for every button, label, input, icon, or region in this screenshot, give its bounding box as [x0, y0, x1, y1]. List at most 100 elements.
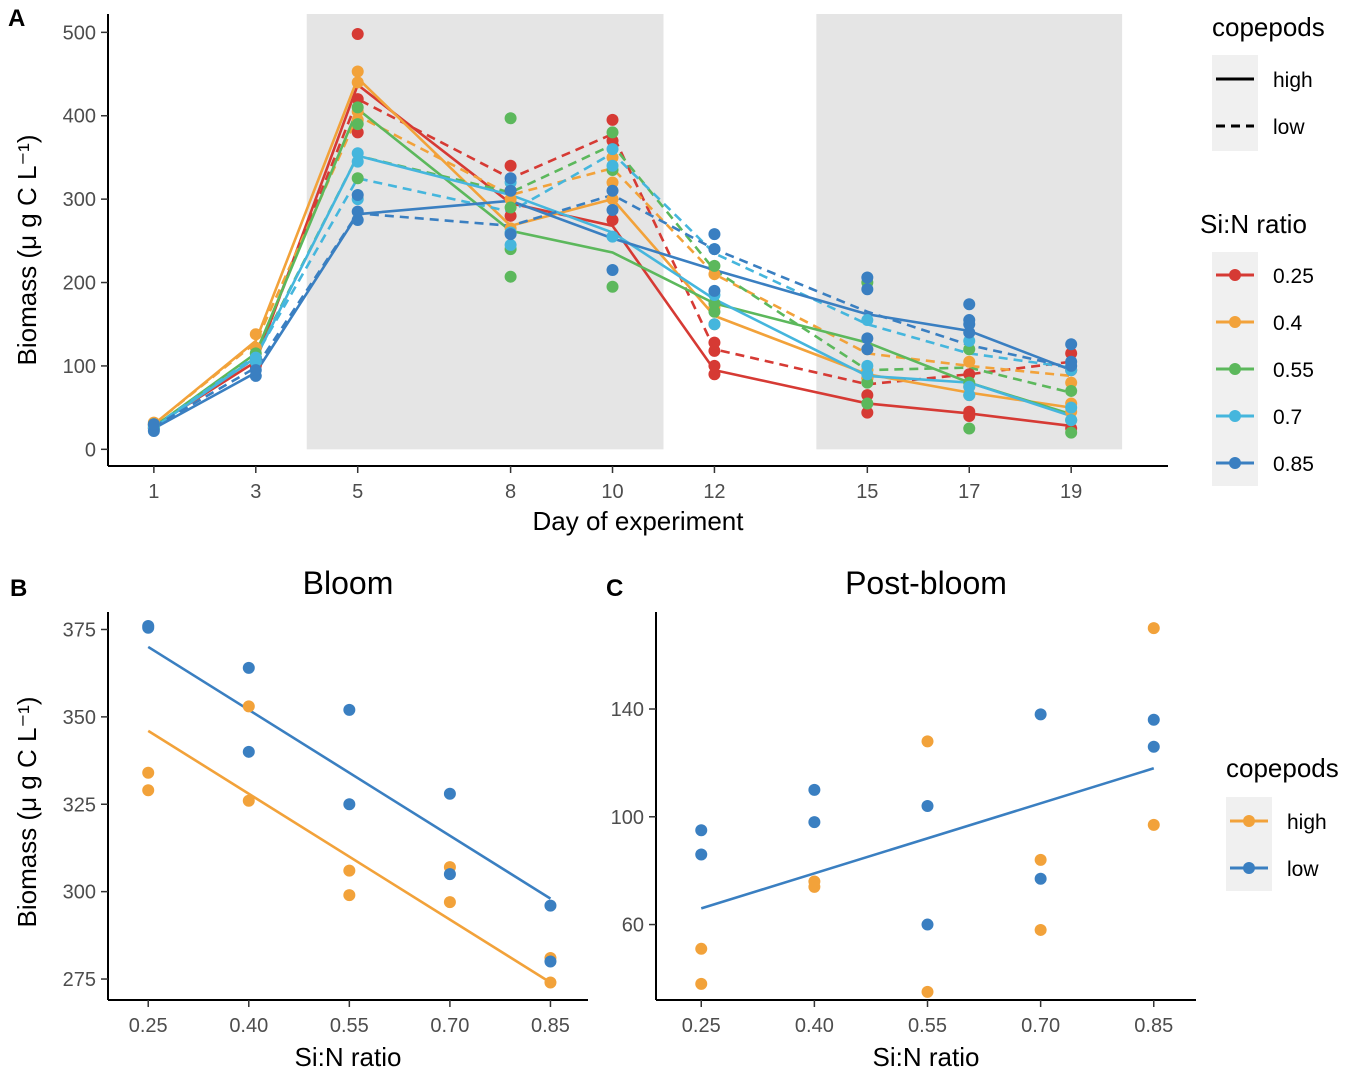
y-tick-label: 60: [622, 915, 644, 937]
data-point-low: [1034, 708, 1047, 721]
data-point-high: [921, 735, 934, 748]
data-point-055: [708, 297, 721, 310]
legend-key-dot: [1243, 862, 1255, 874]
data-point-085: [861, 332, 874, 345]
x-tick-label: 10: [601, 481, 623, 503]
x-tick-label: 0.40: [229, 1015, 268, 1037]
legend-label-ratio: 0.7: [1273, 406, 1302, 429]
legend-label-high: high: [1287, 811, 1327, 834]
x-tick-label: 0.55: [330, 1015, 369, 1037]
fit-line-low: [700, 767, 1155, 910]
legend-label-low: low: [1273, 116, 1305, 139]
data-point-025: [606, 134, 619, 147]
legend-key-dot: [1229, 457, 1241, 469]
data-point-085: [606, 203, 619, 216]
data-point-07: [606, 159, 619, 172]
data-point-low: [1147, 740, 1160, 753]
y-tick-label: 100: [63, 356, 96, 378]
panel-a: A 1 3 5 8 10 12 15 17 19 0 100 200 300 400 500 Day of …: [8, 5, 1168, 536]
legend-label-ratio: 0.85: [1273, 453, 1314, 476]
x-tick-label: 12: [703, 481, 725, 503]
data-point-025: [708, 368, 721, 381]
data-point-025: [606, 213, 619, 226]
data-point-high: [544, 976, 557, 989]
data-point-085: [351, 205, 364, 218]
x-tick-label: 0.70: [1021, 1015, 1060, 1037]
data-point-07: [708, 318, 721, 331]
data-point-055: [861, 376, 874, 389]
legend-label-ratio: 0.55: [1273, 359, 1314, 382]
data-point-055: [351, 118, 364, 131]
data-point-055: [1065, 426, 1078, 439]
data-point-085: [147, 418, 160, 431]
fit-line-high: [147, 729, 552, 984]
x-axis-title: Si:N ratio: [295, 1042, 402, 1072]
data-point-high: [1147, 818, 1160, 831]
legend-label-low: low: [1287, 858, 1319, 881]
data-point-025: [963, 368, 976, 381]
x-tick-label: 0.85: [531, 1015, 570, 1037]
x-axis-title: Day of experiment: [533, 506, 745, 536]
x-tick-label: 8: [505, 481, 516, 503]
data-point-025: [1065, 347, 1078, 360]
data-point-085: [504, 228, 517, 241]
y-axis-title: Biomass (μ g C L⁻¹): [12, 697, 42, 928]
data-point-high: [1147, 622, 1160, 635]
data-point-085: [861, 283, 874, 296]
data-point-low: [544, 899, 557, 912]
y-axis-title: Biomass (μ g C L⁻¹): [12, 135, 42, 366]
legend-key-dot: [1229, 316, 1241, 328]
data-point-085: [861, 343, 874, 356]
data-point-085: [249, 364, 262, 377]
data-point-high: [142, 784, 155, 797]
legend-bc-title: copepods: [1226, 753, 1339, 783]
data-point-085: [606, 184, 619, 197]
data-point-high: [1034, 853, 1047, 866]
data-point-025: [861, 389, 874, 402]
data-point-low: [695, 848, 708, 861]
y-tick-label: 350: [63, 707, 96, 729]
data-point-025: [963, 405, 976, 418]
data-point-low: [443, 787, 456, 800]
data-point-04: [249, 328, 262, 341]
data-point-low: [142, 621, 155, 634]
data-point-high: [142, 766, 155, 779]
x-tick-label: 0.70: [430, 1015, 469, 1037]
data-point-07: [606, 230, 619, 243]
data-point-085: [504, 184, 517, 197]
data-point-low: [921, 918, 934, 931]
data-point-low: [443, 868, 456, 881]
data-point-high: [443, 896, 456, 909]
data-point-055: [606, 280, 619, 293]
data-point-055: [504, 270, 517, 283]
data-point-07: [351, 147, 364, 160]
data-point-085: [861, 271, 874, 284]
legend-copepods-keys: [1212, 55, 1258, 151]
legend-label-ratio: 0.4: [1273, 312, 1303, 335]
x-tick-label: 0.40: [795, 1015, 834, 1037]
x-tick-label: 0.25: [682, 1015, 721, 1037]
data-point-085: [708, 228, 721, 241]
data-point-025: [351, 28, 364, 41]
series-line-055-high: [153, 106, 1072, 428]
data-point-04: [1065, 376, 1078, 389]
data-point-085: [504, 172, 517, 185]
data-point-07: [606, 143, 619, 156]
data-point-high: [808, 880, 821, 893]
x-tick-label: 0.55: [908, 1015, 947, 1037]
data-point-025: [708, 336, 721, 349]
data-point-04: [963, 355, 976, 368]
data-point-high: [343, 864, 356, 877]
x-tick-label: 17: [958, 481, 980, 503]
data-point-055: [861, 397, 874, 410]
data-point-085: [708, 243, 721, 256]
data-point-low: [544, 955, 557, 968]
data-point-04: [606, 151, 619, 164]
data-point-high: [242, 794, 255, 807]
data-point-085: [708, 284, 721, 297]
data-point-085: [351, 213, 364, 226]
y-tick-label: 300: [63, 882, 96, 904]
y-tick-label: 400: [63, 106, 96, 128]
x-tick-label: 0.25: [129, 1015, 168, 1037]
